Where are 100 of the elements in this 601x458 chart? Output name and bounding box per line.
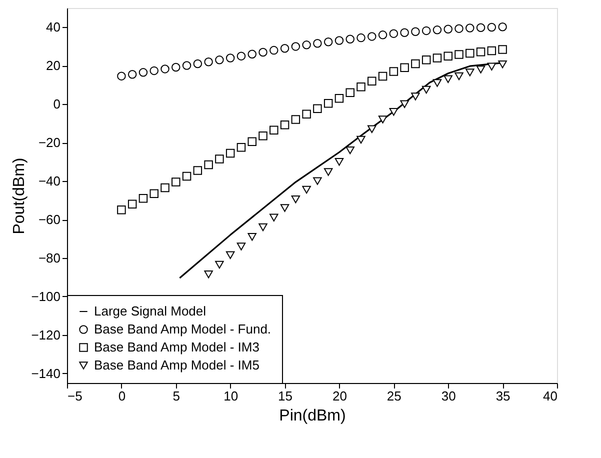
point <box>400 28 409 37</box>
point <box>160 183 170 192</box>
point <box>400 63 409 72</box>
point <box>160 64 170 74</box>
point <box>368 125 376 134</box>
point <box>432 54 442 62</box>
point <box>356 136 366 144</box>
point <box>444 75 452 84</box>
point <box>334 36 344 45</box>
point <box>378 72 388 81</box>
point <box>248 137 256 146</box>
y-tick-label: −40 <box>38 174 60 189</box>
y-tick-label: 20 <box>46 58 60 74</box>
point <box>346 88 354 97</box>
point <box>226 251 235 259</box>
point <box>291 195 300 204</box>
point <box>302 110 311 119</box>
point <box>466 68 474 76</box>
point <box>334 158 344 166</box>
point <box>454 50 464 59</box>
x-axis-title: Pin(dBm) <box>279 408 346 424</box>
point <box>226 148 235 158</box>
point <box>454 24 464 33</box>
point <box>182 61 192 70</box>
y-tick-label: −140 <box>31 366 60 381</box>
point <box>280 44 290 53</box>
point <box>389 108 398 116</box>
y-tick-label: −60 <box>38 212 60 228</box>
point <box>389 67 398 76</box>
point <box>215 56 224 64</box>
point <box>498 45 507 54</box>
x-tick-label: 30 <box>441 388 456 404</box>
point <box>432 26 442 34</box>
point <box>346 146 354 154</box>
x-tick-label: 15 <box>278 388 293 404</box>
point <box>411 27 420 36</box>
point <box>313 104 322 113</box>
point <box>498 22 507 32</box>
point <box>324 37 333 46</box>
x-tick-label: 5 <box>172 388 180 404</box>
legend-label: Base Band Amp Model - Fund. <box>94 322 272 336</box>
point <box>356 82 366 92</box>
x-tick-label: 0 <box>118 388 126 404</box>
point <box>172 62 180 72</box>
point <box>313 177 322 185</box>
point <box>498 60 507 68</box>
point <box>204 160 213 170</box>
point <box>432 79 442 87</box>
y-axis-title: Pout(dBm) <box>11 158 28 234</box>
point <box>270 46 278 55</box>
point <box>248 50 256 59</box>
point <box>466 48 474 58</box>
point <box>400 100 409 108</box>
legend-label: Base Band Amp Model - IM3 <box>94 340 260 354</box>
point <box>422 26 431 36</box>
point <box>454 72 464 80</box>
x-tick-label: 40 <box>543 388 558 404</box>
point <box>236 143 246 152</box>
point <box>291 115 300 124</box>
point <box>270 126 278 134</box>
point <box>422 86 431 94</box>
y-tick-label: −80 <box>38 250 60 266</box>
point <box>215 154 224 164</box>
point <box>248 232 256 241</box>
point <box>476 23 486 32</box>
point <box>150 66 158 76</box>
point <box>356 33 366 42</box>
point <box>411 59 420 68</box>
point <box>487 46 496 56</box>
point <box>182 172 192 181</box>
point <box>378 116 388 124</box>
y-tick-label: −100 <box>31 288 60 304</box>
point <box>280 120 290 130</box>
point <box>378 30 388 40</box>
legend-label: Base Band Amp Model - IM5 <box>94 358 260 372</box>
point <box>346 34 354 44</box>
point <box>128 70 137 79</box>
point <box>368 76 376 86</box>
point <box>280 204 290 212</box>
point <box>487 22 496 32</box>
point <box>302 186 311 194</box>
point <box>270 214 278 222</box>
point <box>389 29 398 38</box>
point <box>487 62 496 71</box>
point <box>324 168 333 176</box>
x-tick-label: −5 <box>68 388 82 404</box>
point <box>476 66 486 74</box>
point <box>411 92 420 100</box>
y-tick-label: 0 <box>53 96 60 112</box>
point <box>150 189 158 198</box>
point <box>138 68 148 77</box>
point <box>236 52 246 60</box>
y-tick-label: −20 <box>38 135 60 150</box>
point <box>204 270 213 278</box>
point <box>324 99 333 108</box>
point <box>204 57 213 66</box>
point <box>444 24 452 34</box>
legend-label: Large Signal Model <box>94 304 206 318</box>
point <box>128 200 137 209</box>
point <box>466 24 474 32</box>
